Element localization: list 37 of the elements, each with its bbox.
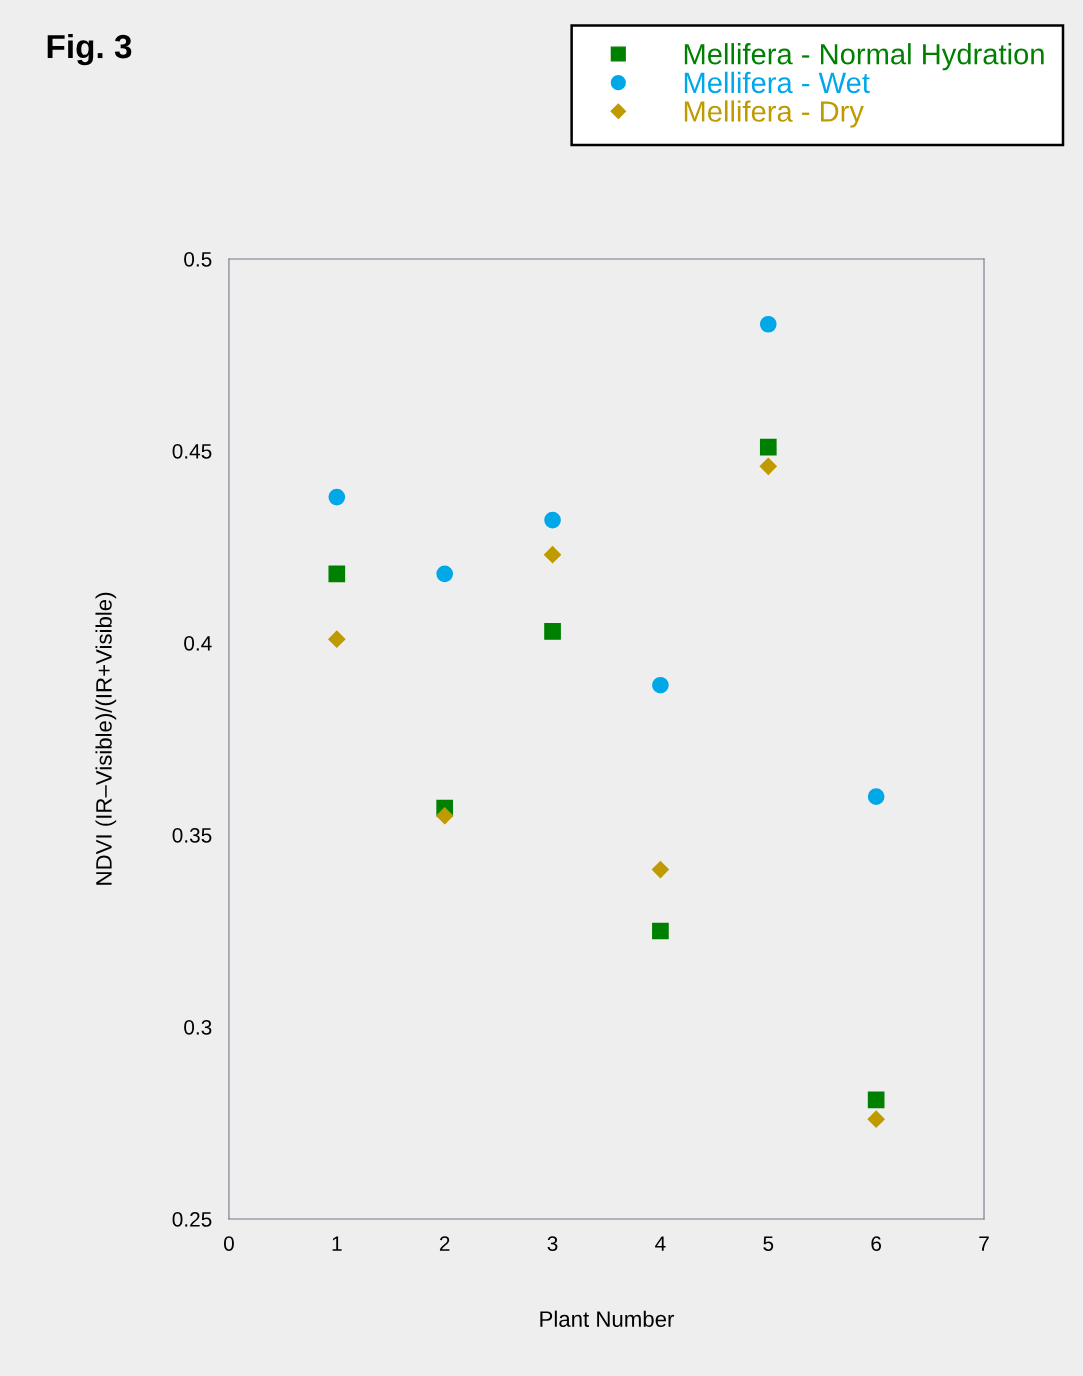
- point: [759, 438, 777, 456]
- point: [867, 788, 885, 805]
- point: [867, 1110, 885, 1128]
- x-tick-label: 4: [655, 1236, 666, 1251]
- x-tick-label: 6: [871, 1236, 882, 1251]
- point: [543, 546, 562, 564]
- point: [759, 457, 777, 475]
- x-tick-label: 5: [763, 1236, 774, 1251]
- point: [651, 860, 669, 879]
- point: [544, 511, 561, 529]
- y-tick-label: 0.5: [184, 251, 212, 267]
- point: [867, 1091, 885, 1109]
- y-tick-label: 0.25: [172, 1212, 212, 1227]
- point: [328, 565, 346, 583]
- y-tick-label: 0.4: [184, 635, 212, 651]
- y-tick-label: 0.45: [172, 443, 212, 459]
- y-axis-title: NDVI (IR–Visible)/(IR+Visible): [95, 592, 117, 885]
- y-tick-label: 0.3: [184, 1019, 212, 1035]
- point: [652, 676, 669, 694]
- point: [652, 922, 669, 940]
- x-tick-label: 7: [979, 1236, 989, 1251]
- legend-label: Mellifera - Normal Hydration: [684, 43, 1044, 71]
- point: [436, 565, 454, 583]
- legend-label: Mellifera - Wet: [684, 71, 870, 94]
- legend-label: Mellifera - Dry: [684, 100, 864, 128]
- x-tick-label: 1: [332, 1236, 342, 1251]
- point: [544, 623, 561, 640]
- x-tick-label: 0: [223, 1236, 234, 1251]
- y-tick-label: 0.35: [172, 827, 212, 843]
- point: [328, 630, 346, 648]
- chart-title: Fig. 3: [47, 33, 132, 66]
- point: [759, 315, 777, 333]
- point: [328, 488, 346, 506]
- point: [436, 807, 454, 825]
- x-tick-label: 2: [439, 1236, 450, 1251]
- x-tick-label: 3: [547, 1236, 558, 1251]
- x-axis-title: Plant Number: [540, 1310, 675, 1327]
